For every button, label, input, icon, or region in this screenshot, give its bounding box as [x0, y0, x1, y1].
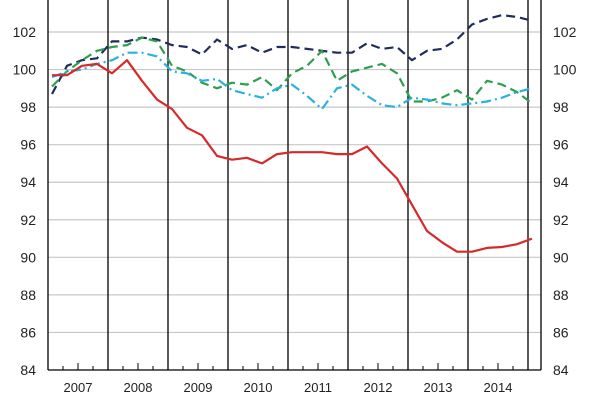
y-tick-label-left: 104 — [13, 0, 37, 2]
y-tick-label-right: 88 — [553, 287, 569, 303]
y-tick-label-right: 102 — [553, 24, 577, 40]
series-group — [51, 14, 533, 253]
y-tick-label-left: 94 — [20, 174, 36, 190]
y-tick-label-left: 102 — [13, 24, 37, 40]
y-tick-label-left: 84 — [20, 362, 36, 378]
y-tick-label-right: 96 — [553, 137, 569, 153]
x-tick-label: 2013 — [424, 380, 453, 395]
series-line-3 — [52, 59, 533, 253]
y-tick-label-left: 86 — [20, 324, 36, 340]
y-axis-labels: 84 84 86 86 88 88 90 90 92 92 94 94 96 96 98 98 100 100 10… — [13, 0, 577, 378]
x-tick-label: 2014 — [484, 380, 513, 395]
year-separators — [62, 0, 529, 370]
y-tick-label-left: 88 — [20, 287, 36, 303]
gridlines — [48, 31, 541, 334]
x-tick-label: 2008 — [124, 380, 153, 395]
series-line-2 — [51, 51, 533, 111]
y-tick-label-right: 94 — [553, 174, 569, 190]
x-tick-label: 2007 — [64, 380, 93, 395]
y-tick-label-right: 90 — [553, 249, 569, 265]
y-tick-label-right: 84 — [553, 362, 569, 378]
x-tick-label: 2010 — [244, 380, 273, 395]
y-tick-label-left: 92 — [20, 212, 36, 228]
y-tick-label-right: 104 — [553, 0, 577, 2]
x-axis-labels: 2007 2008 2009 2010 2011 2012 2013 2014 — [64, 380, 513, 395]
plot-frame — [47, 0, 542, 371]
x-tick-label: 2012 — [364, 380, 393, 395]
x-tick-label: 2011 — [304, 380, 332, 395]
series-line-0 — [51, 14, 533, 95]
y-tick-label-right: 92 — [553, 212, 569, 228]
y-tick-label-right: 86 — [553, 324, 569, 340]
y-tick-label-left: 98 — [20, 99, 36, 115]
x-tick-label: 2009 — [184, 380, 213, 395]
y-tick-label-right: 100 — [553, 62, 577, 78]
y-tick-label-left: 100 — [13, 62, 37, 78]
y-tick-label-right: 98 — [553, 99, 569, 115]
y-tick-label-left: 90 — [20, 249, 36, 265]
y-tick-label-left: 96 — [20, 137, 36, 153]
